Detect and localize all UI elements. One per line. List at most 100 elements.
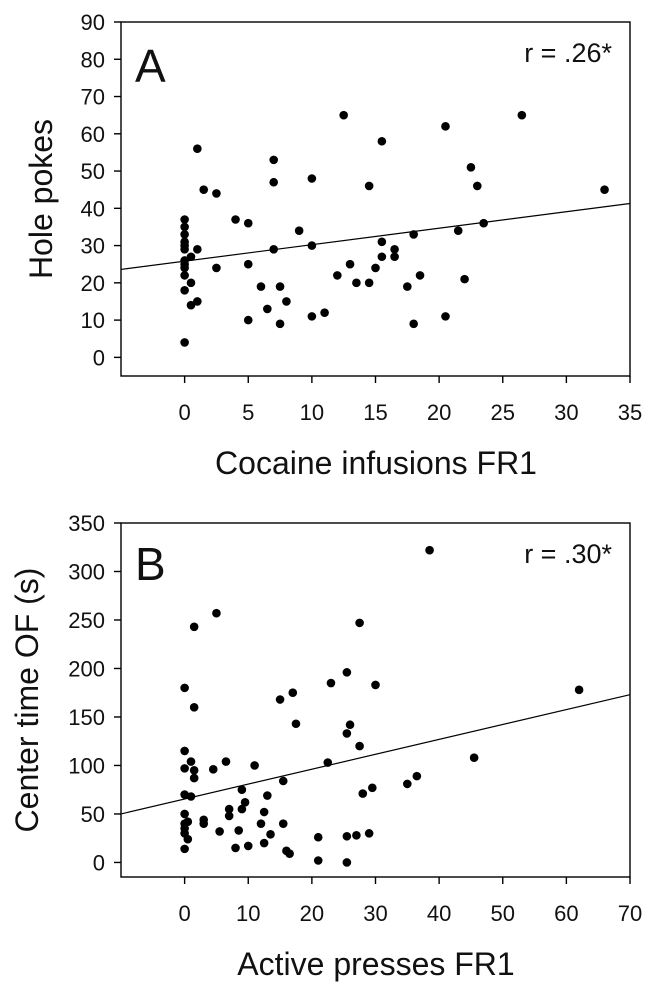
data-point xyxy=(189,766,199,775)
data-point xyxy=(412,771,422,781)
x-tick-label: 5 xyxy=(242,400,254,425)
data-point xyxy=(231,843,240,853)
panel-letter: B xyxy=(135,538,166,590)
x-tick-label: 10 xyxy=(300,400,324,425)
data-point xyxy=(291,719,301,729)
data-point xyxy=(243,841,253,851)
data-point xyxy=(307,174,317,183)
y-tick-label: 250 xyxy=(68,608,105,633)
data-point xyxy=(186,300,196,310)
x-tick-label: 0 xyxy=(179,400,191,425)
data-point xyxy=(377,136,387,146)
x-tick-label: 20 xyxy=(300,901,324,926)
data-point xyxy=(186,252,196,262)
x-axis-title: Cocaine infusions FR1 xyxy=(215,445,537,481)
correlation-label: r = .26* xyxy=(524,38,612,68)
x-tick-label: 40 xyxy=(427,901,451,926)
x-tick-label: 35 xyxy=(618,400,642,425)
data-point xyxy=(342,831,352,841)
y-tick-label: 70 xyxy=(81,85,105,110)
data-point xyxy=(212,189,221,198)
data-point xyxy=(364,278,374,288)
y-tick-label: 0 xyxy=(93,850,105,875)
data-point xyxy=(243,218,253,228)
data-point xyxy=(355,618,364,628)
data-point xyxy=(259,838,269,848)
data-point xyxy=(256,819,266,828)
data-point xyxy=(186,278,196,288)
y-tick-label: 20 xyxy=(81,271,105,296)
data-point xyxy=(263,304,272,314)
data-point xyxy=(466,163,476,172)
x-tick-label: 60 xyxy=(554,901,578,926)
y-tick-label: 10 xyxy=(81,308,105,333)
y-tick-label: 0 xyxy=(93,345,105,370)
data-point xyxy=(342,668,352,677)
data-point xyxy=(180,844,189,854)
data-point xyxy=(180,230,189,239)
data-point xyxy=(208,765,218,774)
plot-frame xyxy=(120,21,631,377)
data-point xyxy=(189,622,199,632)
data-point xyxy=(180,215,189,224)
panel-a: 0 5 10 15 20 25 30 35 0 10 20 30 40 50 60 70 80 90 A r = .2… xyxy=(23,10,642,481)
data-point xyxy=(215,827,224,836)
data-point xyxy=(313,832,323,842)
data-point xyxy=(266,830,275,839)
data-point xyxy=(517,110,527,120)
data-point xyxy=(390,252,399,262)
data-point xyxy=(479,218,488,228)
data-point xyxy=(323,758,333,767)
data-point xyxy=(441,122,450,131)
y-tick-label: 200 xyxy=(68,656,105,681)
correlation-label: r = .30* xyxy=(524,539,612,569)
x-tick-label: 0 xyxy=(179,901,191,926)
data-point xyxy=(352,830,361,840)
data-point xyxy=(409,319,418,329)
data-point xyxy=(371,680,380,690)
y-tick-label: 50 xyxy=(81,802,105,827)
data-point xyxy=(237,804,247,814)
data-point xyxy=(342,729,352,738)
data-point xyxy=(285,849,294,859)
data-point xyxy=(326,678,336,688)
data-point xyxy=(275,695,285,704)
data-point xyxy=(352,278,361,288)
data-point xyxy=(243,259,253,269)
data-point xyxy=(234,826,244,835)
data-point xyxy=(224,804,234,814)
data-point xyxy=(403,282,412,291)
data-point xyxy=(320,308,329,317)
x-tick-label: 20 xyxy=(427,400,451,425)
data-point xyxy=(409,230,418,239)
data-point xyxy=(333,271,342,280)
data-point xyxy=(275,319,285,329)
y-tick-label: 100 xyxy=(68,753,105,778)
data-point xyxy=(339,110,348,120)
data-point xyxy=(183,834,193,844)
data-point xyxy=(186,757,196,766)
data-point xyxy=(294,226,304,235)
data-point xyxy=(212,263,221,273)
x-tick-label: 10 xyxy=(236,901,260,926)
x-tick-label: 70 xyxy=(618,901,642,926)
data-point xyxy=(364,829,374,838)
data-point xyxy=(453,226,463,235)
data-point xyxy=(278,819,288,828)
data-point xyxy=(243,315,253,325)
data-point xyxy=(237,785,247,795)
y-tick-label: 40 xyxy=(81,196,105,221)
data-point xyxy=(390,245,399,254)
data-point xyxy=(278,776,288,786)
data-point xyxy=(186,792,196,801)
data-point xyxy=(180,271,189,280)
data-point xyxy=(193,297,202,306)
data-point xyxy=(224,811,234,821)
data-point xyxy=(193,245,202,254)
data-point xyxy=(180,338,189,347)
data-point xyxy=(403,779,412,789)
data-point xyxy=(221,757,231,766)
panel-b: 0 10 20 30 40 50 60 70 0 50 100 150 200 250 300 350 B r =… xyxy=(9,511,642,982)
data-point xyxy=(368,783,377,793)
